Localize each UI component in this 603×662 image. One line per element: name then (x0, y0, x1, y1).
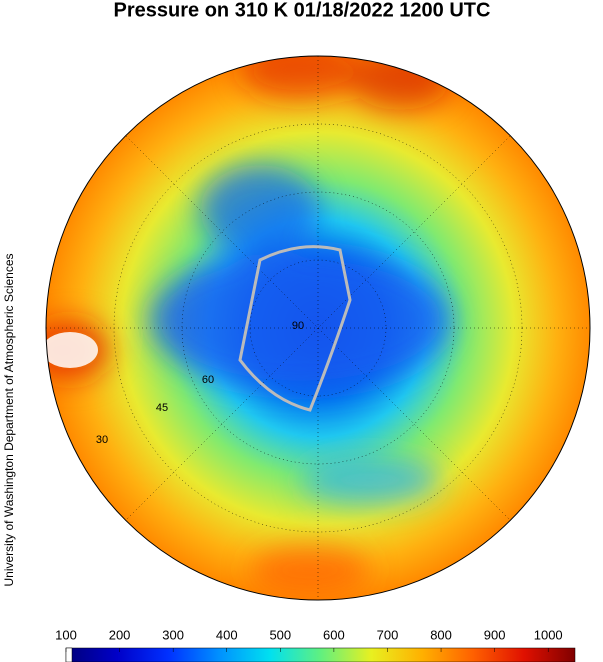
map (46, 56, 590, 600)
colorbar-tick-label: 400 (216, 627, 238, 642)
latitude-label: 60 (202, 374, 214, 386)
latitude-label: 90 (292, 320, 304, 332)
colorbar-tick-label: 300 (162, 627, 184, 642)
map-border (45, 55, 591, 601)
credit: University of Washington Department of A… (2, 253, 16, 586)
title: Pressure on 310 K 01/18/2022 1200 UTC (114, 0, 491, 21)
colorbar-tick-label: 100 (55, 627, 77, 642)
colorbar-tick-label: 200 (109, 627, 131, 642)
graticule (46, 56, 590, 600)
colorbar-low-end (65, 647, 73, 662)
colorbar-tick-label: 900 (484, 627, 506, 642)
colorbar (65, 647, 576, 662)
latitude-labels: 90 60 45 30 (96, 320, 304, 446)
colorbar-tick-label: 600 (323, 627, 345, 642)
high-region (46, 332, 98, 368)
colorbar-tick-label: 800 (430, 627, 452, 642)
latitude-label: 30 (96, 434, 108, 446)
coastline (238, 245, 352, 412)
colorbar-tick-label: 700 (377, 627, 399, 642)
field-blobs (46, 56, 450, 595)
latitude-label: 45 (156, 402, 168, 414)
colorbar-tick-label: 500 (269, 627, 291, 642)
colorbar-tick-label: 1000 (534, 627, 563, 642)
